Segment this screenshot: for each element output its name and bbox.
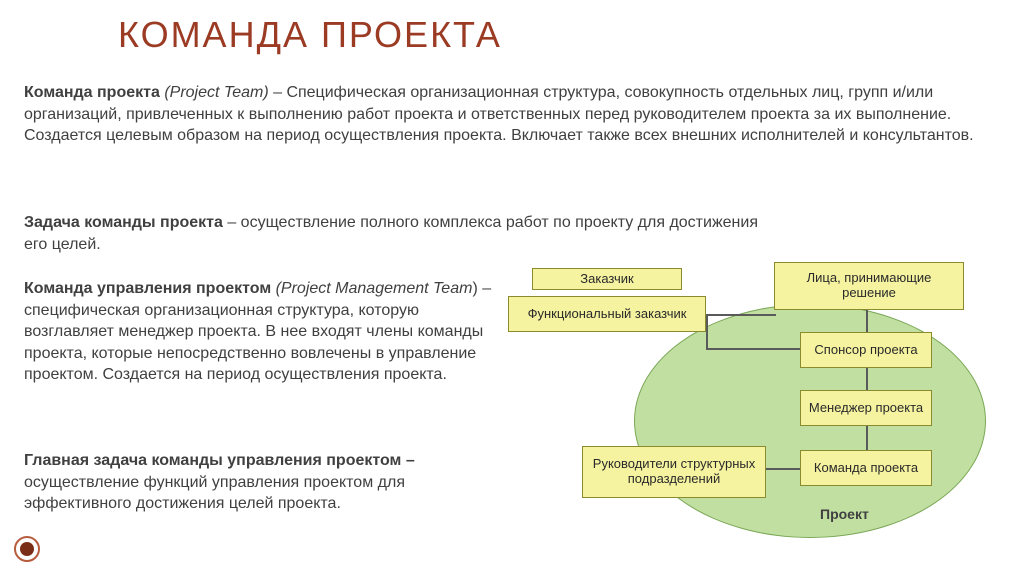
node-customer: Заказчик [532, 268, 682, 290]
p1-bold: Команда проекта [24, 84, 164, 101]
paragraph-2: Задача команды проекта – осуществление п… [24, 212, 784, 255]
paragraph-4: Главная задача команды управления проект… [24, 450, 494, 515]
p4-rest: осуществление функций управления проекто… [24, 474, 405, 513]
p2-bold: Задача команды проекта [24, 214, 227, 231]
node-sponsor: Спонсор проекта [800, 332, 932, 368]
node-manager: Менеджер проекта [800, 390, 932, 426]
node-decision: Лица, принимающие решение [774, 262, 964, 310]
node-func-customer: Функциональный заказчик [508, 296, 706, 332]
project-label: Проект [820, 506, 869, 522]
p3-bold: Команда управления проектом [24, 280, 276, 297]
connector-4 [706, 314, 708, 350]
node-team: Команда проекта [800, 450, 932, 486]
paragraph-3: Команда управления проектом (Project Man… [24, 278, 494, 386]
connector-2 [866, 426, 868, 450]
slide-ornament-icon [14, 536, 40, 562]
connector-1 [866, 368, 868, 390]
paragraph-1: Команда проекта (Project Team) – Специфи… [24, 82, 1000, 147]
connector-5 [706, 348, 800, 350]
p1-italic: (Project Team) [164, 84, 273, 101]
slide-ornament-inner [20, 542, 34, 556]
p4-bold: Главная задача команды управления проект… [24, 452, 415, 469]
node-struct-leads: Руководители структурных подразделений [582, 446, 766, 498]
connector-0 [866, 310, 868, 332]
connector-6 [766, 468, 800, 470]
page-title: КОМАНДА ПРОЕКТА [118, 14, 502, 56]
p3-italic: (Project Management Team [276, 280, 473, 297]
org-diagram: ЗаказчикЛица, принимающие решениеФункцио… [502, 268, 1002, 558]
